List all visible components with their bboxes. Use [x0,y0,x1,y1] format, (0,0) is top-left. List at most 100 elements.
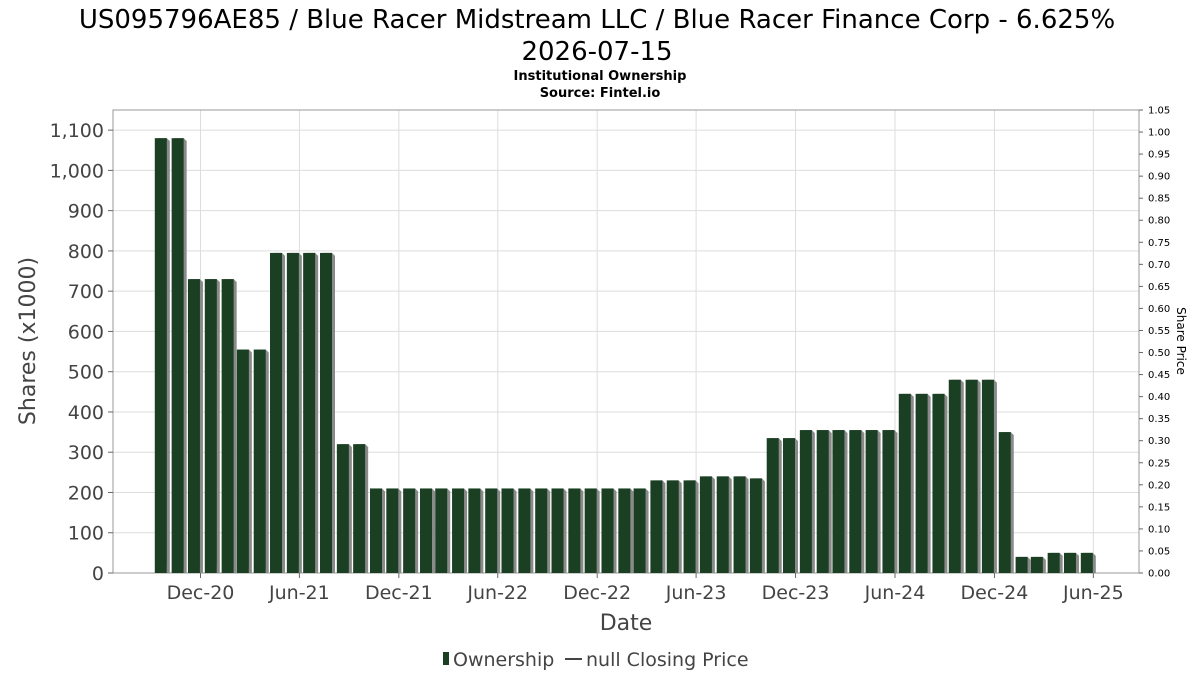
x-tick-label: Dec-20 [167,582,235,604]
ownership-bar [452,488,468,573]
ownership-bar-body [270,252,283,573]
y2-tick-label: 0.65 [1148,282,1170,293]
chart-title-line-1: US095796AE85 / Blue Racer Midstream LLC … [79,5,1115,35]
y2-tick-label: 0.60 [1148,304,1170,315]
y2-tick-label: 0.10 [1148,524,1170,535]
ownership-bar [816,430,832,573]
ownership-bar-body [618,488,631,573]
ownership-bar [666,480,682,573]
ownership-bar-body [452,488,465,573]
ownership-bar [865,430,881,573]
x-tick-label: Dec-21 [365,582,433,604]
ownership-bar [932,393,948,573]
ownership-bar-body [551,488,564,573]
ownership-bar-body [154,138,167,573]
ownership-bar-body [1030,556,1043,573]
x-tick-label: Jun-22 [466,582,528,604]
ownership-bar [716,476,732,573]
ownership-bar [221,279,237,573]
ownership-bar [369,488,385,573]
y-tick-label: 600 [68,321,104,343]
ownership-bar-body [816,430,829,573]
y2-tick-label: 0.30 [1148,436,1170,447]
ownership-bar-body [568,488,581,573]
y-tick-label: 900 [68,201,104,223]
x-axis-title: Date [600,611,653,636]
ownership-bar-body [783,438,796,573]
ownership-bar [403,488,419,573]
x-tick-label: Dec-24 [961,582,1029,604]
ownership-bar [171,138,187,573]
ownership-bar-body [336,444,349,573]
ownership-bars [154,138,1096,573]
ownership-bar-body [435,488,448,573]
y2-tick-label: 0.80 [1148,216,1170,227]
ownership-bar-body [518,488,531,573]
ownership-bar [849,430,865,573]
y2-tick-label: 0.55 [1148,326,1170,337]
ownership-bar [568,488,584,573]
ownership-bar-body [187,279,200,573]
y2-tick-label: 0.25 [1148,458,1170,469]
ownership-bar-body [253,349,266,573]
ownership-bar-body [601,488,614,573]
ownership-bar-body [733,476,746,573]
ownership-bar-body [766,438,779,573]
x-tick-label: Dec-22 [563,582,631,604]
ownership-bar [998,432,1014,573]
ownership-bar-body [666,480,679,573]
ownership-bar-body [171,138,184,573]
ownership-bar [618,488,634,573]
y-tick-label: 1,100 [50,120,104,142]
ownership-bar-body [1047,552,1060,573]
ownership-bar-body [749,478,762,573]
ownership-bar [1030,556,1046,573]
ownership-bar [187,279,203,573]
ownership-bar-body [1080,552,1093,573]
ownership-bar [783,438,799,573]
ownership-bar-body [204,279,217,573]
ownership-bar [236,349,252,573]
ownership-bar [485,488,501,573]
ownership-bar-body [221,279,234,573]
ownership-bar [204,279,220,573]
y2-tick-label: 1.05 [1148,106,1170,117]
ownership-bar [733,476,749,573]
ownership-bar [535,488,551,573]
y2-axis-title: Share Price [1174,307,1188,375]
ownership-bar [601,488,617,573]
ownership-bar [286,252,302,573]
ownership-bar-body [882,430,895,573]
ownership-bar [154,138,170,573]
y-tick-label: 300 [68,442,104,464]
ownership-bar-body [386,488,399,573]
ownership-bar-body [650,480,663,573]
x-axis: Dec-20 Jun-21 Dec-21 Jun-22 Dec-22 Jun-23 Dec-… [167,573,1124,604]
ownership-bar-body [799,430,812,573]
ownership-bar [386,488,402,573]
y2-tick-label: 0.20 [1148,480,1170,491]
ownership-bar-body [286,252,299,573]
ownership-bar [320,252,336,573]
ownership-bar [419,488,435,573]
ownership-bar-body [419,488,432,573]
ownership-bar [468,488,484,573]
y2-tick-label: 0.40 [1148,392,1170,403]
chart-source: Source: Fintel.io [540,86,661,101]
ownership-bar [832,430,848,573]
ownership-bar [981,379,997,573]
ownership-bar [633,488,649,573]
y2-tick-label: 0.45 [1148,370,1170,381]
ownership-bar [584,488,600,573]
ownership-bar [1063,552,1079,573]
ownership-bar [303,252,319,573]
y-tick-label: 1,000 [50,160,104,182]
ownership-bar [551,488,567,573]
ownership-bar [270,252,286,573]
ownership-bar-body [485,488,498,573]
ownership-bar-body [501,488,514,573]
chart-title-line-2: 2026-07-15 [521,37,672,67]
y2-tick-label: 0.90 [1148,172,1170,183]
